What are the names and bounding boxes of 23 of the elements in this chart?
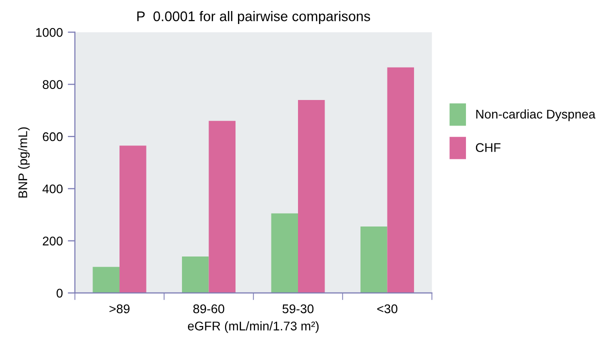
y-tick-label: 800	[42, 80, 63, 89]
legend-label: CHF	[476, 143, 500, 152]
legend-label: Non-cardiac Dyspnea	[476, 109, 596, 122]
y-tick-label: 200	[42, 236, 63, 246]
x-tick-label: >89	[110, 304, 130, 314]
bar	[360, 226, 388, 293]
chart-title: P 0.0001 for all pairwise comparisons	[137, 11, 370, 24]
y-tick-label: 1000	[36, 28, 63, 37]
y-tick-label: 400	[42, 184, 63, 194]
x-tick-label: <30	[377, 304, 398, 314]
y-tick-label: 0	[56, 288, 63, 298]
bar	[208, 120, 236, 293]
bar	[387, 67, 414, 293]
bar	[182, 256, 209, 293]
bar	[298, 100, 325, 293]
bar	[271, 213, 298, 293]
x-tick-label: 59-30	[282, 304, 314, 314]
x-tick-label: 89-60	[193, 304, 224, 314]
y-tick-label: 600	[42, 132, 63, 142]
y-axis-title: BNP (pg/mL)	[18, 127, 30, 198]
bar	[120, 146, 146, 293]
x-axis-title: eGFR (mL/min/1.73 m²)	[188, 321, 319, 333]
bar	[92, 266, 120, 293]
